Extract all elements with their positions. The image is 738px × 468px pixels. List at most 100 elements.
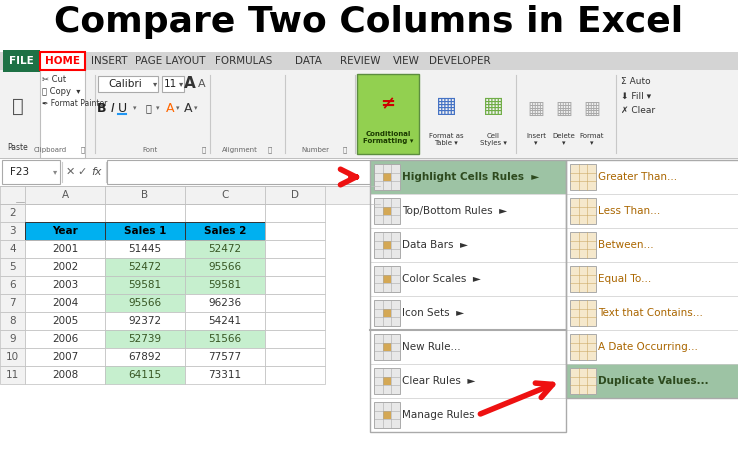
Bar bbox=[370, 228, 566, 262]
Bar bbox=[0, 52, 738, 70]
Text: ⧉: ⧉ bbox=[202, 146, 206, 153]
Text: DATA: DATA bbox=[295, 56, 322, 66]
Text: B: B bbox=[97, 102, 107, 115]
Bar bbox=[105, 330, 185, 348]
Text: Greater Than...: Greater Than... bbox=[598, 172, 677, 182]
Bar bbox=[370, 296, 566, 330]
Bar bbox=[0, 366, 25, 384]
Text: 2008: 2008 bbox=[52, 370, 78, 380]
Text: A: A bbox=[166, 102, 174, 115]
Bar bbox=[265, 348, 325, 366]
Bar bbox=[25, 348, 105, 366]
FancyBboxPatch shape bbox=[374, 402, 400, 428]
Bar bbox=[382, 241, 391, 249]
Text: Format
▾: Format ▾ bbox=[580, 133, 604, 146]
Text: A: A bbox=[184, 76, 196, 92]
Text: 📋: 📋 bbox=[12, 96, 24, 116]
Text: 9: 9 bbox=[9, 334, 15, 344]
Text: ⬛: ⬛ bbox=[145, 103, 151, 113]
Text: ⎘ Copy  ▾: ⎘ Copy ▾ bbox=[42, 88, 80, 96]
Text: Color Scales  ►: Color Scales ► bbox=[402, 274, 481, 284]
Text: 2006: 2006 bbox=[52, 334, 78, 344]
Text: ▾: ▾ bbox=[179, 80, 183, 88]
Bar bbox=[185, 276, 265, 294]
Text: HOME: HOME bbox=[45, 56, 80, 66]
Text: ▦: ▦ bbox=[435, 96, 457, 116]
Bar bbox=[105, 204, 185, 222]
Text: ▾: ▾ bbox=[53, 168, 57, 176]
Bar bbox=[0, 330, 25, 348]
Text: ✓: ✓ bbox=[77, 167, 86, 177]
Bar bbox=[0, 276, 25, 294]
Bar bbox=[265, 186, 325, 204]
Bar bbox=[105, 240, 185, 258]
Text: ▦: ▦ bbox=[483, 96, 503, 116]
Bar bbox=[105, 186, 185, 204]
Text: ⧉: ⧉ bbox=[81, 146, 85, 153]
Text: Cell
Styles ▾: Cell Styles ▾ bbox=[480, 133, 506, 146]
Bar bbox=[185, 348, 265, 366]
Bar bbox=[370, 160, 566, 194]
Bar bbox=[566, 262, 738, 296]
Text: 2005: 2005 bbox=[52, 316, 78, 326]
Text: 51445: 51445 bbox=[128, 244, 162, 254]
Bar bbox=[25, 312, 105, 330]
Text: 10: 10 bbox=[6, 352, 19, 362]
FancyBboxPatch shape bbox=[570, 334, 596, 360]
Text: Between...: Between... bbox=[598, 240, 654, 250]
FancyBboxPatch shape bbox=[162, 76, 184, 92]
Bar bbox=[185, 186, 265, 204]
Text: ▾: ▾ bbox=[134, 105, 137, 111]
Bar bbox=[566, 160, 738, 194]
Bar bbox=[0, 204, 25, 222]
Text: F23: F23 bbox=[10, 167, 30, 177]
Text: 2002: 2002 bbox=[52, 262, 78, 272]
Bar bbox=[265, 204, 325, 222]
Text: Alignment: Alignment bbox=[222, 147, 258, 153]
Text: 77577: 77577 bbox=[208, 352, 241, 362]
Text: ✒ Format Painter: ✒ Format Painter bbox=[42, 100, 107, 109]
Bar bbox=[382, 275, 391, 284]
Bar bbox=[25, 186, 105, 204]
Text: VIEW: VIEW bbox=[393, 56, 420, 66]
Text: Number: Number bbox=[301, 147, 329, 153]
Bar bbox=[566, 228, 738, 262]
Text: Clipboard: Clipboard bbox=[33, 147, 66, 153]
Bar bbox=[382, 309, 391, 317]
Bar bbox=[107, 160, 738, 184]
Bar bbox=[566, 364, 738, 398]
FancyBboxPatch shape bbox=[374, 266, 400, 292]
Text: 96236: 96236 bbox=[208, 298, 241, 308]
Text: 64115: 64115 bbox=[128, 370, 162, 380]
Text: ▦: ▦ bbox=[584, 100, 601, 118]
Text: Sales 2: Sales 2 bbox=[204, 226, 246, 236]
Text: Conditional
Formatting ▾: Conditional Formatting ▾ bbox=[363, 131, 413, 144]
Text: ▦: ▦ bbox=[528, 100, 545, 118]
Bar bbox=[25, 222, 105, 240]
Text: Highlight Cells Rules  ►: Highlight Cells Rules ► bbox=[402, 172, 539, 182]
FancyBboxPatch shape bbox=[570, 368, 596, 394]
Bar bbox=[370, 364, 566, 398]
Text: ⧉: ⧉ bbox=[268, 146, 272, 153]
FancyArrowPatch shape bbox=[340, 169, 356, 185]
FancyBboxPatch shape bbox=[374, 300, 400, 326]
Bar bbox=[185, 294, 265, 312]
Text: ▾: ▾ bbox=[194, 105, 198, 111]
Text: A: A bbox=[199, 79, 206, 89]
Bar bbox=[370, 330, 566, 364]
Text: Less Than...: Less Than... bbox=[598, 206, 661, 216]
Text: Text that Contains...: Text that Contains... bbox=[598, 308, 703, 318]
Text: ⧉: ⧉ bbox=[343, 146, 347, 153]
Bar bbox=[185, 204, 265, 222]
Text: 54241: 54241 bbox=[208, 316, 241, 326]
Bar bbox=[265, 294, 325, 312]
Text: Year: Year bbox=[52, 226, 78, 236]
Bar bbox=[25, 366, 105, 384]
Bar bbox=[566, 296, 738, 330]
Bar bbox=[185, 366, 265, 384]
FancyBboxPatch shape bbox=[374, 368, 400, 394]
Text: ✕: ✕ bbox=[65, 167, 75, 177]
FancyBboxPatch shape bbox=[374, 198, 400, 224]
Bar bbox=[382, 411, 391, 419]
Bar bbox=[105, 258, 185, 276]
